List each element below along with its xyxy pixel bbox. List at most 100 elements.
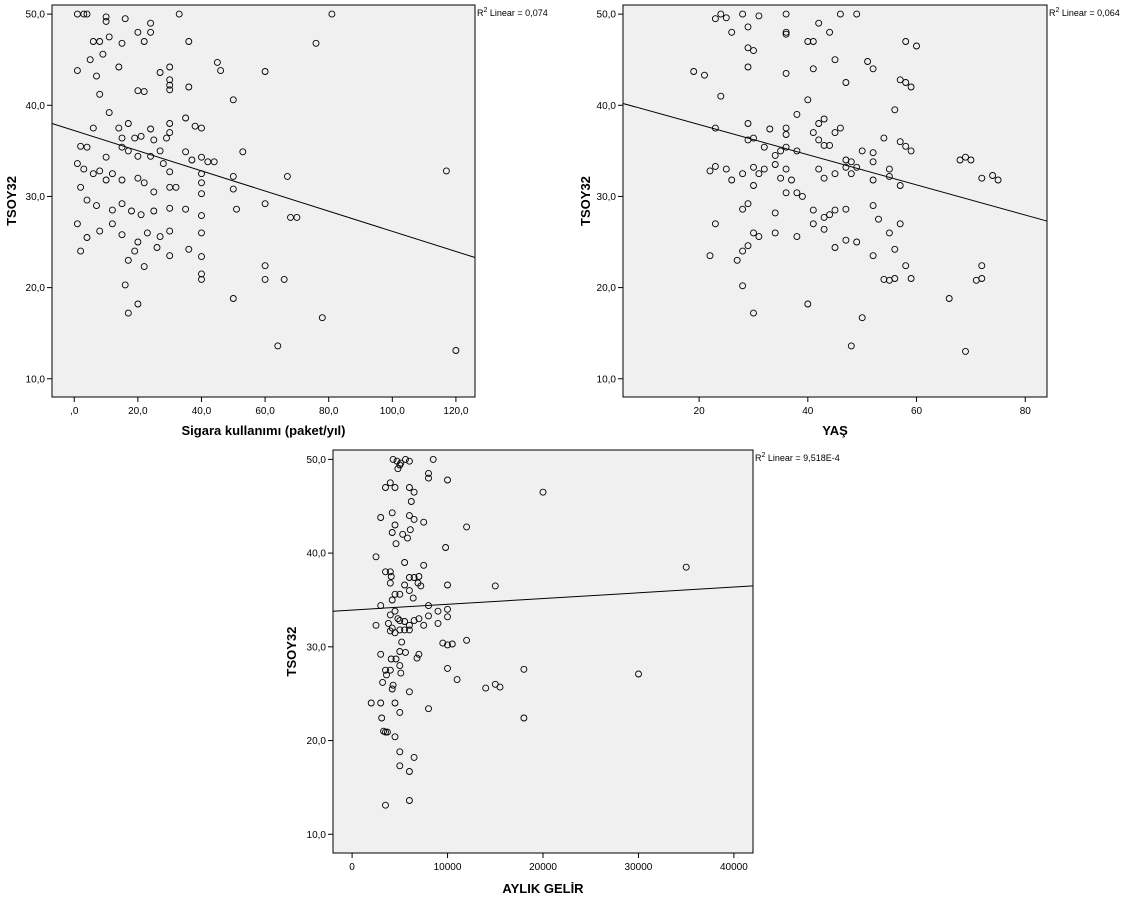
data-point: [261, 275, 269, 283]
y-tick-label: 20,0: [26, 283, 46, 294]
x-tick-label: 100,0: [380, 406, 405, 417]
data-point: [396, 617, 404, 625]
data-point: [391, 733, 399, 741]
data-point: [147, 19, 155, 27]
x-axis-title: Sigara kullanımı (paket/yıl): [182, 423, 346, 438]
data-point: [967, 156, 975, 164]
data-point: [406, 526, 414, 534]
data-point: [858, 314, 866, 322]
data-point: [864, 58, 872, 65]
x-tick-label: 20: [694, 406, 706, 417]
data-point: [482, 684, 490, 692]
data-point: [907, 147, 915, 155]
data-point: [96, 167, 104, 175]
data-point: [744, 200, 752, 208]
x-axis-title: YAŞ: [822, 423, 848, 438]
data-point: [105, 33, 113, 41]
data-point: [962, 153, 969, 161]
data-point: [388, 596, 396, 604]
data-point: [442, 167, 450, 175]
data-point: [755, 170, 763, 178]
data-point: [96, 38, 104, 45]
data-point: [744, 242, 752, 250]
fit-line: [622, 102, 1048, 222]
data-point: [118, 39, 126, 47]
data-point: [733, 256, 741, 264]
data-point: [750, 47, 757, 55]
data-point: [766, 125, 774, 133]
data-point: [826, 211, 834, 219]
data-point: [397, 669, 405, 677]
data-point: [367, 699, 375, 707]
data-point: [102, 153, 110, 161]
data-point: [962, 347, 969, 355]
data-point: [396, 762, 404, 770]
data-point: [131, 134, 139, 142]
data-point: [156, 233, 164, 241]
data-point: [739, 10, 747, 18]
y-tick-label: 10,0: [597, 374, 617, 385]
data-point: [635, 670, 642, 678]
data-point: [229, 172, 237, 180]
data-point: [711, 15, 719, 23]
data-point: [198, 270, 205, 278]
scatter-chart-1: 10,0 20,0 30,0 40,0 50,0 ,0 20,0 40,0 60,0 80,0 10…: [4, 4, 548, 438]
data-point: [77, 142, 85, 150]
data-point: [372, 621, 380, 629]
data-point: [405, 688, 413, 696]
data-point: [815, 165, 823, 173]
data-point: [108, 170, 116, 178]
data-point: [185, 83, 193, 91]
data-point: [229, 295, 237, 302]
data-point: [847, 342, 855, 350]
y-tick-label: 40,0: [26, 101, 46, 112]
data-point: [782, 189, 790, 197]
data-point: [739, 205, 747, 213]
data-point: [448, 640, 456, 648]
data-point: [261, 68, 269, 75]
data-point: [394, 465, 402, 473]
data-point: [217, 67, 225, 75]
data-point: [391, 629, 399, 637]
data-point: [384, 619, 392, 627]
data-point: [239, 148, 247, 156]
data-point: [842, 205, 850, 213]
y-tick-label: 50,0: [26, 10, 46, 21]
data-point: [378, 714, 386, 722]
data-point: [463, 523, 471, 531]
y-tick-label: 50,0: [597, 10, 617, 21]
data-point: [182, 205, 190, 213]
data-point: [93, 72, 100, 80]
data-point: [188, 156, 196, 164]
data-point: [382, 801, 389, 809]
data-point: [229, 96, 237, 104]
data-point: [386, 627, 394, 635]
data-point: [115, 124, 123, 132]
data-point: [539, 488, 547, 496]
r2-prefix: R: [477, 8, 484, 18]
data-point: [405, 484, 413, 491]
data-point: [387, 573, 395, 580]
data-point: [213, 58, 221, 66]
data-point: [869, 158, 877, 166]
data-point: [261, 262, 269, 270]
data-point: [387, 655, 395, 663]
data-point: [182, 148, 190, 156]
plot-area: [332, 449, 754, 854]
data-point: [73, 220, 81, 228]
data-point: [809, 38, 817, 45]
data-point: [875, 215, 882, 223]
y-tick-label: 20,0: [597, 283, 617, 294]
data-point: [118, 134, 126, 142]
data-point: [520, 665, 528, 673]
data-point: [907, 275, 915, 282]
data-point: [121, 281, 129, 289]
data-point: [902, 142, 910, 150]
data-point: [398, 638, 406, 646]
plot-area: [622, 4, 1048, 398]
data-point: [386, 611, 394, 619]
data-point: [434, 607, 442, 615]
data-point: [83, 234, 91, 241]
data-point: [396, 590, 404, 598]
scatter-chart-3: 10,0 20,0 30,0 40,0 50,0 0 10000 20000 30000 4000…: [284, 449, 840, 896]
